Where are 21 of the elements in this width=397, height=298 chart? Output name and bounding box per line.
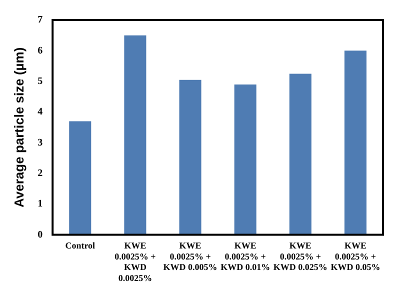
x-tick-label: KWE 0.0025% + KWD 0.05% [330, 240, 380, 272]
y-tick-label: 2 [38, 168, 43, 180]
bar [124, 35, 146, 235]
x-tick-label: KWE 0.0025% + KWD 0.0025% [114, 240, 156, 283]
x-tick-label: Control [65, 240, 96, 251]
y-tick-label: 5 [38, 76, 43, 87]
bar [234, 84, 256, 235]
y-tick-label: 1 [38, 198, 43, 210]
y-tick-label: 6 [38, 45, 43, 56]
y-tick-label: 4 [38, 106, 43, 118]
bar [289, 74, 312, 235]
y-axis-title: Average particle size (µm) [11, 47, 26, 208]
bar [179, 80, 202, 235]
y-tick-label: 0 [38, 229, 43, 240]
bar [344, 50, 366, 235]
x-tick-label: KWE 0.0025% + KWD 0.025% [273, 240, 328, 272]
y-tick-label: 7 [38, 14, 43, 26]
x-tick-label: KWE 0.0025% + KWD 0.01% [220, 240, 270, 272]
y-tick-label: 3 [38, 137, 43, 148]
x-tick-label: KWE 0.0025% + KWD 0.005% [163, 240, 218, 272]
bar [69, 121, 92, 235]
